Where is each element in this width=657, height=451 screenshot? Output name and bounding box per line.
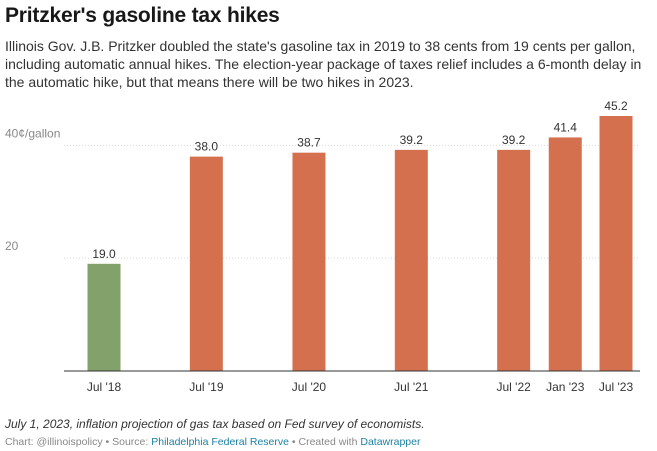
- y-tick-label: 40¢/gallon: [5, 126, 60, 140]
- bar-value-label: 41.4: [554, 120, 578, 134]
- bar: [292, 152, 326, 371]
- bar-value-label: 38.0: [195, 140, 219, 154]
- bar: [87, 263, 121, 371]
- value-labels: 19.0 38.0 38.7 39.2 39.2 41.4 45.2: [92, 99, 628, 261]
- bar: [394, 149, 428, 371]
- x-tick-label: Jan '23: [546, 380, 585, 394]
- byline-chart-credit: Chart: @illinoispolicy: [5, 436, 103, 448]
- bar: [548, 137, 582, 371]
- bar: [189, 156, 223, 371]
- x-tick-label: Jul '21: [394, 380, 429, 394]
- bar: [599, 116, 633, 371]
- x-tick-label: Jul '20: [292, 380, 327, 394]
- source-link[interactable]: Philadelphia Federal Reserve: [151, 436, 289, 448]
- x-tick-label: Jul '18: [87, 380, 122, 394]
- bars: [87, 116, 633, 371]
- bar-value-label: 38.7: [297, 136, 321, 150]
- datawrapper-link[interactable]: Datawrapper: [360, 436, 421, 448]
- bar-value-label: 45.2: [604, 99, 628, 113]
- chart-byline: Chart: @illinoispolicy • Source: Philade…: [5, 436, 420, 448]
- bar-value-label: 19.0: [92, 247, 116, 261]
- bar-value-label: 39.2: [502, 133, 526, 147]
- chart-subtitle: Illinois Gov. J.B. Pritzker doubled the …: [5, 38, 642, 90]
- bar-value-label: 39.2: [400, 133, 424, 147]
- chart-title: Pritzker's gasoline tax hikes: [5, 4, 280, 27]
- byline-source-sep: • Source:: [102, 436, 152, 448]
- x-axis: Jul '18 Jul '19 Jul '20 Jul '21 Jul '22 Jan '…: [64, 370, 640, 394]
- bar: [497, 149, 531, 371]
- grid-lines: 20 40¢/gallon: [5, 126, 640, 259]
- x-tick-label: Jul '23: [599, 380, 634, 394]
- x-tick-label: Jul '19: [189, 380, 224, 394]
- chart-notes: July 1, 2023, inflation projection of ga…: [5, 417, 425, 431]
- x-tick-label: Jul '22: [496, 380, 531, 394]
- bar-chart: 20 40¢/gallon 19.0 38.0 38.7 39.2 39.2 41.4 45.…: [5, 99, 640, 394]
- y-tick-label: 20: [5, 239, 19, 253]
- byline-tool-sep: • Created with: [288, 436, 361, 448]
